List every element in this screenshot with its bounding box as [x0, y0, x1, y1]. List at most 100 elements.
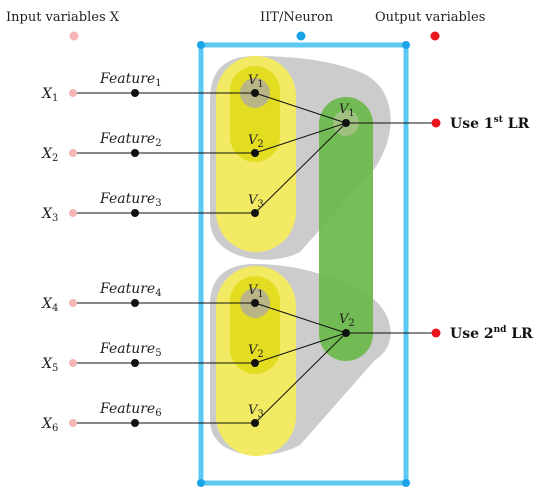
- output-sup: nd: [494, 325, 508, 335]
- group1-edge-3: [254, 122, 347, 214]
- output-post: LR: [503, 116, 530, 132]
- output-sup: st: [494, 115, 504, 125]
- input-symbol: X: [41, 206, 53, 222]
- input-symbol: X: [41, 146, 53, 162]
- input-symbol: X: [41, 86, 53, 102]
- feature-name: Feature: [99, 191, 155, 207]
- node-sub: 1: [257, 79, 263, 90]
- node-sub: 1: [348, 108, 354, 119]
- feature-name: Feature: [99, 401, 155, 417]
- input-sub: 4: [52, 303, 58, 314]
- output-post: LR: [506, 326, 533, 342]
- second-node-2: [342, 329, 350, 337]
- input-dot-6: [69, 419, 77, 427]
- feature-label-5: Feature5: [99, 341, 162, 359]
- output-label-1: Use 1st LR: [450, 115, 530, 132]
- frame-corner-br: [402, 479, 410, 487]
- output-dot-1: [431, 118, 441, 128]
- output-pre: Use 1: [450, 116, 494, 132]
- group2-node-label-2: V2: [248, 343, 264, 360]
- node-symbol: V: [248, 283, 259, 298]
- group1-node-3: [251, 209, 259, 217]
- node-sub: 2: [257, 349, 263, 360]
- feature-sub: 5: [155, 348, 161, 359]
- legend-neuron-label: IIT/Neuron: [260, 10, 334, 25]
- feature-sub: 6: [155, 408, 161, 419]
- group2-node-3: [251, 419, 259, 427]
- input-dot-5: [69, 359, 77, 367]
- node-symbol: V: [248, 403, 259, 418]
- feature-name: Feature: [99, 281, 155, 297]
- input-symbol: X: [41, 296, 53, 312]
- feature-name: Feature: [99, 341, 155, 357]
- second-node-label-2: V2: [339, 312, 355, 329]
- feature-dot-3: [131, 209, 139, 217]
- input-dot-1: [69, 89, 77, 97]
- node-sub: 3: [257, 199, 263, 210]
- node-symbol: V: [248, 193, 259, 208]
- input-dot-4: [69, 299, 77, 307]
- input-label-6: X6: [41, 416, 58, 434]
- input-symbol: X: [41, 416, 53, 432]
- output-dot-2: [431, 328, 441, 338]
- legend-output-dot: [430, 31, 440, 41]
- legend-output-label: Output variables: [375, 10, 485, 25]
- green-second-layer: [319, 97, 373, 361]
- feature-label-4: Feature4: [99, 281, 162, 299]
- input-sub: 3: [52, 213, 58, 224]
- input-label-3: X3: [41, 206, 58, 224]
- input-label-4: X4: [41, 296, 58, 314]
- group1-edge-2: [254, 122, 347, 154]
- node-sub: 1: [257, 289, 263, 300]
- node-symbol: V: [339, 102, 350, 117]
- input-sub: 6: [52, 423, 58, 434]
- group1-node-1: [251, 89, 259, 97]
- node-symbol: V: [248, 73, 259, 88]
- input-sub: 1: [52, 93, 58, 104]
- group2-node-1: [251, 299, 259, 307]
- feature-sub: 3: [155, 198, 161, 209]
- feature-dot-6: [131, 419, 139, 427]
- input-dot-2: [69, 149, 77, 157]
- feature-label-1: Feature1: [99, 71, 162, 89]
- feature-label-6: Feature6: [99, 401, 162, 419]
- feature-sub: 4: [155, 288, 161, 299]
- group1-edge-1: [254, 92, 347, 124]
- iit-frame: [197, 41, 410, 487]
- feature-label-3: Feature3: [99, 191, 162, 209]
- iit-frame-border: [198, 42, 409, 486]
- node-symbol: V: [248, 343, 259, 358]
- legend-input-label: Input variables X: [6, 10, 120, 25]
- node-sub: 2: [348, 318, 354, 329]
- frame-corner-bl: [197, 479, 205, 487]
- input-label-2: X2: [41, 146, 58, 164]
- frame-corner-tl: [197, 41, 205, 49]
- legend-neuron-dot: [296, 31, 306, 41]
- node-sub: 2: [257, 139, 263, 150]
- group2-edge-1: [254, 302, 347, 334]
- feature-name: Feature: [99, 71, 155, 87]
- group2-edge-3: [254, 332, 347, 424]
- feature-sub: 2: [155, 138, 161, 149]
- group1-node-label-2: V2: [248, 133, 264, 150]
- output-pre: Use 2: [450, 326, 494, 342]
- output-label-2: Use 2nd LR: [450, 325, 533, 342]
- feature-name: Feature: [99, 131, 155, 147]
- wires: [69, 89, 441, 427]
- group1-node-label-1: V1: [248, 73, 264, 90]
- second-node-label-1: V1: [339, 102, 355, 119]
- input-sub: 5: [52, 363, 58, 374]
- group1-node-label-3: V3: [248, 193, 264, 210]
- feature-dot-1: [131, 89, 139, 97]
- node-symbol: V: [248, 133, 259, 148]
- feature-dot-5: [131, 359, 139, 367]
- node-symbol: V: [339, 312, 350, 327]
- group2-node-label-3: V3: [248, 403, 264, 420]
- group2-node-2: [251, 359, 259, 367]
- node-sub: 3: [257, 409, 263, 420]
- input-dot-3: [69, 209, 77, 217]
- second-node-1: [342, 119, 350, 127]
- feature-dot-4: [131, 299, 139, 307]
- group2-node-label-1: V1: [248, 283, 264, 300]
